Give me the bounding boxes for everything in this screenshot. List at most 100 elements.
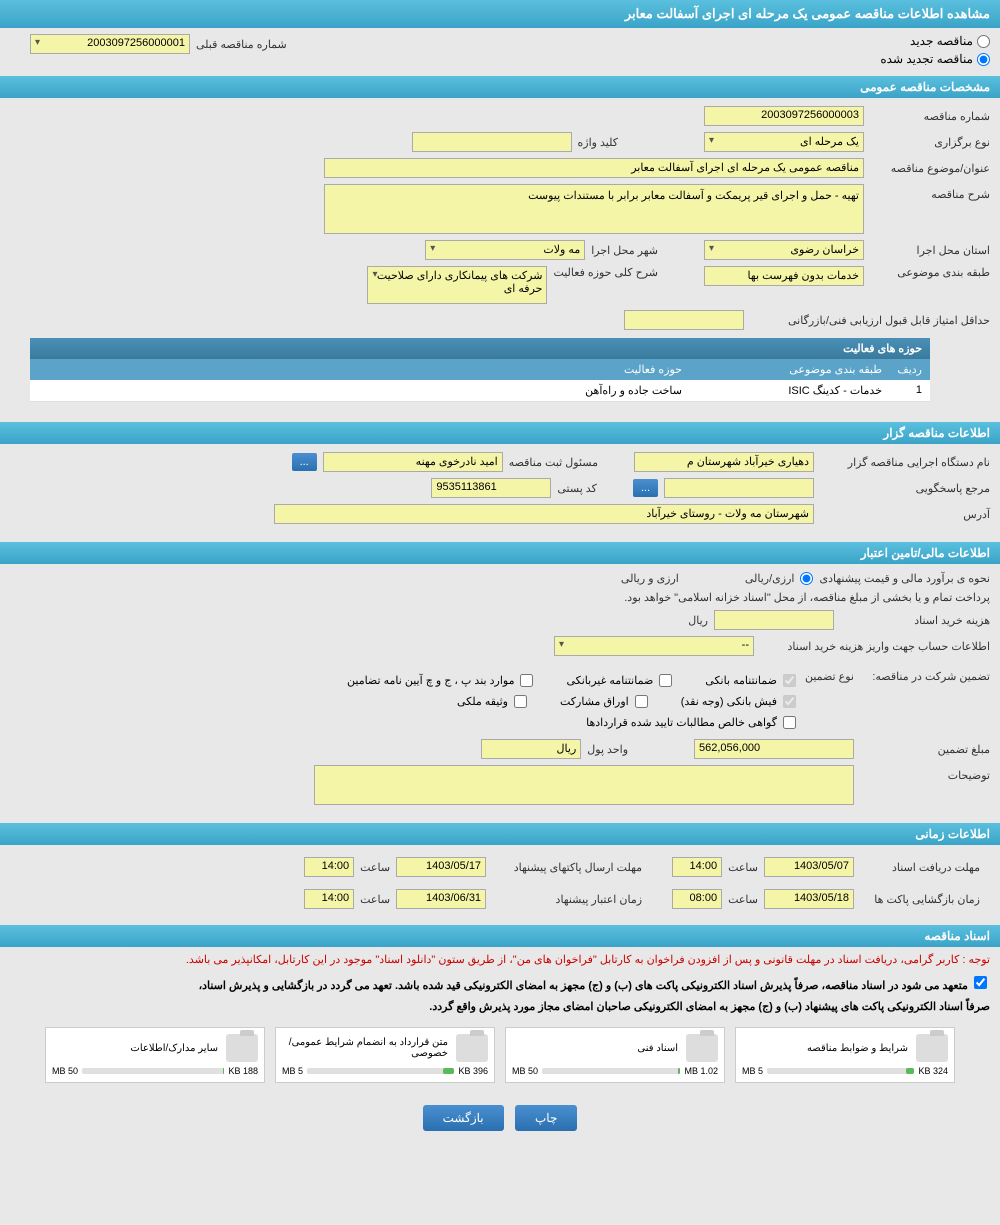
prev-num-label: شماره مناقصه قبلی bbox=[196, 38, 287, 51]
ref-label: مرجع پاسخگویی bbox=[820, 482, 990, 495]
doc-used: 324 KB bbox=[918, 1066, 948, 1076]
time-label: ساعت bbox=[728, 893, 758, 906]
doc-total: 50 MB bbox=[512, 1066, 538, 1076]
doc-title: اسناد فنی bbox=[512, 1043, 678, 1054]
col-act-header: حوزه فعالیت bbox=[38, 363, 682, 376]
guarantee-label: تضمین شرکت در مناقصه: bbox=[860, 670, 990, 683]
check-label: وثیقه ملکی bbox=[457, 695, 508, 708]
activity-table-header-row: ردیف طبقه بندی موضوعی حوزه فعالیت bbox=[30, 359, 930, 380]
province-select[interactable]: خراسان رضوی▾ bbox=[704, 240, 864, 260]
class-field: خدمات بدون فهرست بها bbox=[704, 266, 864, 286]
back-button[interactable]: بازگشت bbox=[423, 1105, 504, 1131]
doc-used: 1.02 MB bbox=[684, 1066, 718, 1076]
doc-cost-unit: ریال bbox=[688, 614, 708, 627]
valid-date: 1403/06/31 bbox=[396, 889, 486, 909]
page-title: مشاهده اطلاعات مناقصه عمومی یک مرحله ای … bbox=[0, 0, 1000, 28]
commit-checkbox[interactable] bbox=[974, 976, 987, 989]
check-label: موارد بند پ ، ج و چ آیین نامه تضامین bbox=[347, 674, 514, 687]
chevron-down-icon: ▾ bbox=[559, 639, 564, 650]
section1-header: مشخصات مناقصه عمومی bbox=[0, 76, 1000, 98]
prev-num-value: 2003097256000001 bbox=[87, 37, 185, 49]
section5-header: اسناد مناقصه bbox=[0, 925, 1000, 947]
check-label: ضمانتنامه غیربانکی bbox=[566, 674, 653, 687]
province-value: خراسان رضوی bbox=[790, 244, 859, 256]
folder-icon bbox=[226, 1034, 258, 1062]
deadline-label: مهلت دریافت اسناد bbox=[860, 861, 980, 874]
more-button-2[interactable]: ... bbox=[633, 479, 658, 497]
check-bylaw[interactable]: موارد بند پ ، ج و چ آیین نامه تضامین bbox=[347, 674, 536, 687]
radio-renewed-tender[interactable]: مناقصه تجدید شده bbox=[880, 52, 990, 66]
scope-value: شرکت های پیمانکاری دارای صلاحیت حرفه ای bbox=[377, 270, 543, 295]
check-cash[interactable]: فیش بانکی (وجه نقد) bbox=[681, 695, 799, 708]
check-cert[interactable]: گواهی خالص مطالبات تایید شده قراردادها bbox=[586, 716, 799, 729]
addr-field: شهرستان مه ولات - روستای خیرآباد bbox=[274, 504, 814, 524]
submit-label: مهلت ارسال پاکتهای پیشنهاد bbox=[492, 861, 642, 874]
desc-label: شرح مناقصه bbox=[870, 184, 990, 201]
resp-label: مسئول ثبت مناقصه bbox=[509, 456, 598, 469]
col-idx-header: ردیف bbox=[882, 363, 922, 376]
doc-title: شرایط و ضوابط مناقصه bbox=[742, 1043, 908, 1054]
subject-field: مناقصه عمومی یک مرحله ای اجرای آسفالت مع… bbox=[324, 158, 864, 178]
unit-label: واحد پول bbox=[587, 743, 628, 756]
notice-black-2: صرفاً اسناد الکترونیکی پاکت های پیشنهاد … bbox=[0, 996, 1000, 1017]
scope-select[interactable]: شرکت های پیمانکاری دارای صلاحیت حرفه ای▾ bbox=[367, 266, 547, 304]
check-bonds[interactable]: اوراق مشارکت bbox=[560, 695, 651, 708]
radio-new-tender[interactable]: مناقصه جدید bbox=[880, 34, 990, 48]
doc-item[interactable]: متن قرارداد به انضمام شرایط عمومی/خصوصی … bbox=[275, 1027, 495, 1083]
deadline-date: 1403/05/07 bbox=[764, 857, 854, 877]
keyword-label: کلید واژه bbox=[578, 136, 618, 149]
check-nonbank[interactable]: ضمانتنامه غیربانکی bbox=[566, 674, 675, 687]
notes-field[interactable] bbox=[314, 765, 854, 805]
open-label: زمان بازگشایی پاکت ها bbox=[860, 893, 980, 906]
radio-renewed-label: مناقصه تجدید شده bbox=[880, 52, 973, 66]
tender-no-label: شماره مناقصه bbox=[870, 110, 990, 123]
radio-renewed-input[interactable] bbox=[977, 53, 990, 66]
folder-icon bbox=[456, 1034, 488, 1062]
min-score-label: حداقل امتیاز قابل قبول ارزیابی فنی/بازرگ… bbox=[750, 314, 990, 327]
currency-label: ارزی/ریالی bbox=[745, 572, 795, 585]
folder-icon bbox=[686, 1034, 718, 1062]
estimate-label: نحوه ی برآورد مالی و قیمت پیشنهادی bbox=[819, 572, 990, 585]
doc-item[interactable]: سایر مدارک/اطلاعات 188 KB50 MB bbox=[45, 1027, 265, 1083]
city-select[interactable]: مه ولات▾ bbox=[425, 240, 585, 260]
doc-used: 396 KB bbox=[458, 1066, 488, 1076]
col-cat-header: طبقه بندی موضوعی bbox=[682, 363, 882, 376]
account-select[interactable]: -- ▾ bbox=[554, 636, 754, 656]
city-label: شهر محل اجرا bbox=[591, 244, 658, 257]
account-value: -- bbox=[742, 639, 749, 651]
min-score-field[interactable] bbox=[624, 310, 744, 330]
keyword-field[interactable] bbox=[412, 132, 572, 152]
folder-icon bbox=[916, 1034, 948, 1062]
radio-new-input[interactable] bbox=[977, 35, 990, 48]
doc-grid: شرایط و ضوابط مناقصه 324 KB 5 MB اسناد فن… bbox=[0, 1017, 1000, 1093]
currency-radio[interactable] bbox=[800, 572, 813, 585]
scope-label: شرح کلی حوزه فعالیت bbox=[553, 266, 658, 279]
chevron-down-icon: ▾ bbox=[430, 243, 435, 254]
chevron-down-icon: ▾ bbox=[372, 269, 377, 280]
prev-num-select[interactable]: 2003097256000001 ▾ bbox=[30, 34, 190, 54]
doc-item[interactable]: شرایط و ضوابط مناقصه 324 KB 5 MB bbox=[735, 1027, 955, 1083]
print-button[interactable]: چاپ bbox=[515, 1105, 577, 1131]
check-bank-guarantee[interactable]: ضمانتنامه بانکی bbox=[705, 674, 799, 687]
subject-label: عنوان/موضوع مناقصه bbox=[870, 162, 990, 175]
type-select[interactable]: یک مرحله ای▾ bbox=[704, 132, 864, 152]
check-property[interactable]: وثیقه ملکی bbox=[457, 695, 530, 708]
doc-total: 5 MB bbox=[742, 1066, 763, 1076]
submit-date: 1403/05/17 bbox=[396, 857, 486, 877]
postal-label: کد پستی bbox=[557, 482, 596, 495]
org-field: دهیاری خیرآباد شهرستان م bbox=[634, 452, 814, 472]
amount-label: مبلغ تضمین bbox=[860, 743, 990, 756]
doc-item[interactable]: اسناد فنی 1.02 MB 50 MB bbox=[505, 1027, 725, 1083]
chevron-down-icon: ▾ bbox=[709, 135, 714, 146]
more-button[interactable]: ... bbox=[292, 453, 317, 471]
doc-cost-field[interactable] bbox=[714, 610, 834, 630]
desc-field: تهیه - حمل و اجرای قیر پریمکت و آسفالت م… bbox=[324, 184, 864, 234]
doc-total: 50 MB bbox=[52, 1066, 78, 1076]
notice2-text: متعهد می شود در اسناد مناقصه، صرفاً پذیر… bbox=[199, 980, 968, 992]
notes-label: توضیحات bbox=[860, 765, 990, 782]
postal-field: 9535113861 bbox=[431, 478, 551, 498]
province-label: استان محل اجرا bbox=[870, 244, 990, 257]
deadline-time: 14:00 bbox=[672, 857, 722, 877]
check-label: ضمانتنامه بانکی bbox=[705, 674, 777, 687]
time-label: ساعت bbox=[728, 861, 758, 874]
